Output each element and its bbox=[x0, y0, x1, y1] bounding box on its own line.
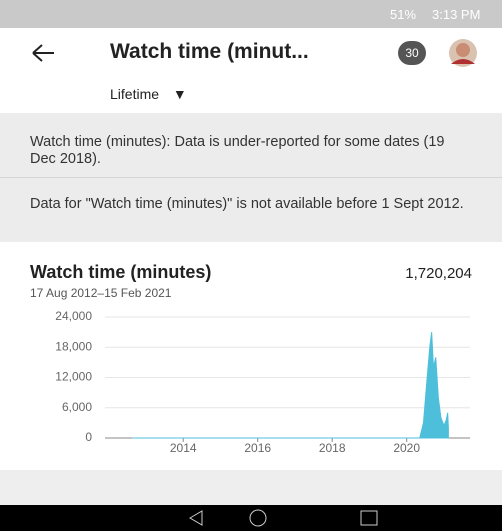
screen: 51% 3:13 PM Watch time (minut... 30 Life… bbox=[0, 0, 502, 531]
clock: 3:13 PM bbox=[432, 7, 480, 22]
x-tick-label: 2016 bbox=[244, 441, 271, 455]
period-label: Lifetime bbox=[110, 86, 159, 102]
avatar[interactable] bbox=[448, 38, 478, 68]
y-tick-label: 12,000 bbox=[55, 370, 92, 384]
y-tick-label: 6,000 bbox=[62, 400, 92, 414]
notices: Watch time (minutes): Data is under-repo… bbox=[0, 113, 502, 242]
chart-subtitle: 17 Aug 2012–15 Feb 2021 bbox=[30, 286, 171, 300]
chart: 0 6,000 12,000 18,000 24,000 2014 2016 2018 2020 bbox=[0, 300, 502, 465]
nav-bar bbox=[0, 505, 502, 531]
chart-total: 1,720,204 bbox=[405, 265, 472, 282]
x-tick-label: 2014 bbox=[170, 441, 197, 455]
area bbox=[132, 332, 448, 438]
status-bar: 51% 3:13 PM bbox=[0, 0, 502, 28]
notification-badge[interactable]: 30 bbox=[398, 41, 426, 65]
x-tick-label: 2018 bbox=[319, 441, 346, 455]
chart-title: Watch time (minutes) bbox=[30, 262, 211, 283]
notice: Data for "Watch time (minutes)" is not a… bbox=[30, 196, 470, 213]
x-tick-label: 2020 bbox=[393, 441, 420, 455]
y-tick-label: 0 bbox=[85, 430, 92, 444]
period-dropdown[interactable]: Lifetime ▼ bbox=[110, 86, 187, 102]
y-tick-label: 18,000 bbox=[55, 339, 92, 353]
notice: Watch time (minutes): Data is under-repo… bbox=[30, 134, 470, 168]
page-title: Watch time (minut... bbox=[110, 40, 309, 64]
back-button[interactable] bbox=[30, 42, 56, 64]
y-tick-label: 24,000 bbox=[55, 309, 92, 323]
footer bbox=[0, 470, 502, 505]
battery: 51% bbox=[390, 7, 416, 22]
